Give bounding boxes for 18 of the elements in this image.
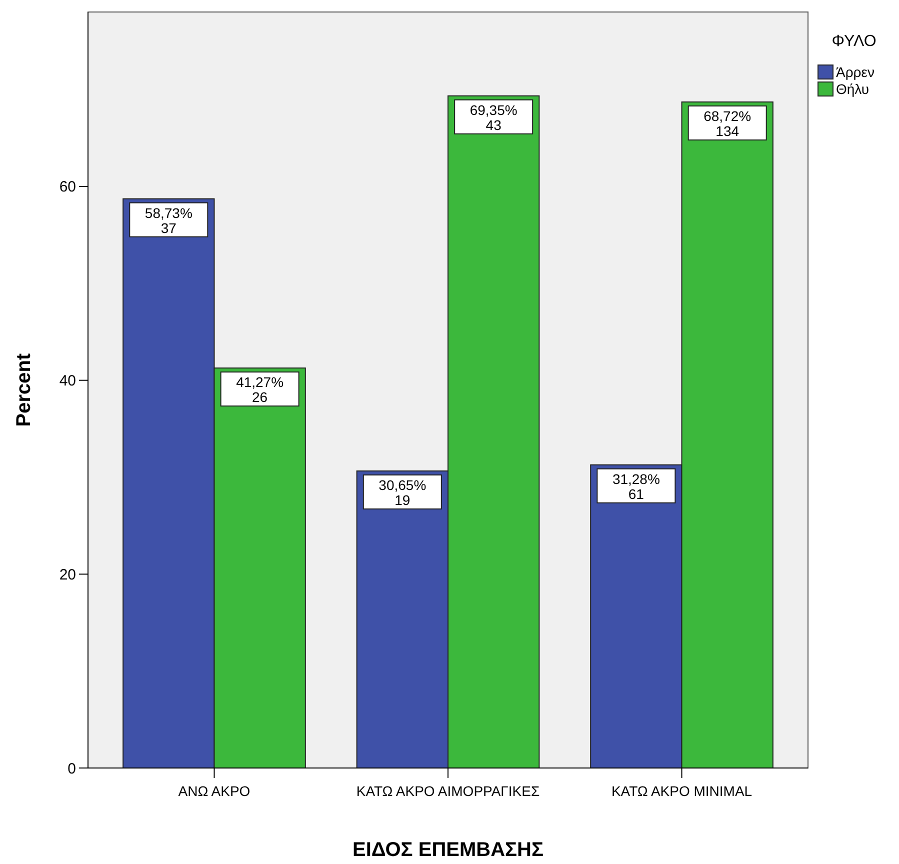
- y-tick-label: 40: [59, 372, 76, 390]
- data-label: 41,27% 26: [236, 374, 284, 405]
- y-tick-label: 20: [59, 566, 76, 584]
- y-tick-label: 60: [59, 178, 76, 196]
- x-tick-label: ΚΑΤΩ ΑΚΡΟ MINIMAL: [611, 783, 752, 799]
- legend-label: Άρρεν: [836, 64, 875, 80]
- legend-label: Θήλυ: [836, 80, 869, 97]
- x-tick-label: ΚΑΤΩ ΑΚΡΟ ΑΙΜΟΡΡΑΓΙΚΕΣ: [356, 783, 540, 799]
- legend-title: ΦΥΛΟ: [832, 33, 876, 50]
- x-tick-label: ΑΝΩ ΑΚΡΟ: [178, 783, 250, 799]
- data-label: 31,28% 61: [612, 470, 660, 502]
- y-axis-title: Percent: [13, 352, 35, 427]
- data-label: 30,65% 19: [378, 476, 426, 508]
- x-axis-title: ΕΙΔΟΣ ΕΠΕΜΒΑΣΗΣ: [352, 839, 544, 861]
- y-tick-label: 0: [68, 760, 76, 778]
- data-label: 58,73% 37: [144, 204, 192, 236]
- data-label: 68,72% 134: [704, 108, 752, 139]
- data-label: 69,35% 43: [470, 102, 518, 133]
